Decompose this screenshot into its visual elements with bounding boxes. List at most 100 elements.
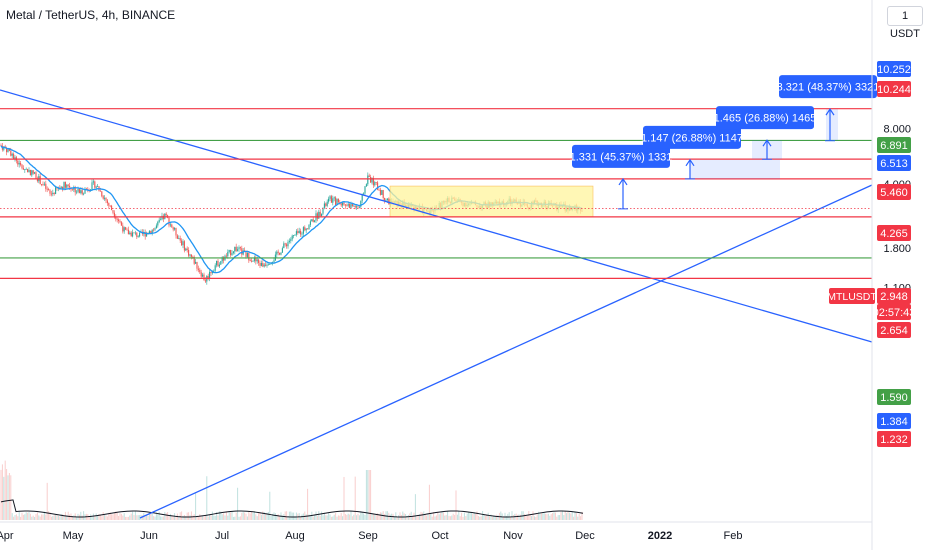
volume-bar: [491, 516, 493, 520]
volume-bar: [245, 513, 247, 520]
x-tick-label: 2022: [648, 530, 672, 542]
volume-bar: [133, 515, 135, 520]
candle-body: [183, 241, 185, 251]
volume-bar: [526, 515, 528, 520]
volume-bar: [49, 512, 51, 520]
volume-bar: [273, 512, 275, 520]
currency-unit-button[interactable]: 1 USDT: [887, 6, 923, 40]
volume-bar: [335, 513, 337, 520]
ascending-trendline: [139, 184, 873, 519]
volume-bar: [451, 515, 453, 520]
volume-bar: [220, 511, 222, 520]
volume-bar: [10, 475, 12, 520]
candle-body: [329, 196, 331, 199]
measurements-layer: 1.331 (45.37%) 1331 1.147 (26.88%) 1147 1.…: [570, 75, 879, 210]
volume-bar: [421, 512, 423, 520]
volume-bar: [434, 516, 436, 520]
volume-bar: [531, 516, 533, 520]
candle-body: [31, 170, 33, 176]
volume-bar: [150, 513, 152, 520]
volume-bar: [91, 516, 93, 520]
price-label-text: 5.460: [880, 187, 908, 199]
volume-bar: [318, 511, 320, 520]
volume-bar: [48, 511, 50, 520]
price-labels: 10.252 10.244 6.891 6.513 5.460 4.265 2.948 02:…: [827, 61, 915, 447]
volume-bar: [165, 512, 167, 520]
price-label-box: [877, 431, 911, 447]
volume-bar: [137, 515, 139, 520]
volume-bar: [354, 476, 356, 520]
candle-body: [263, 264, 265, 267]
candle-body: [213, 270, 215, 272]
volume-bar: [309, 516, 311, 520]
price-label-box: [877, 61, 911, 77]
candle-body: [81, 190, 83, 195]
candle-body: [367, 175, 369, 185]
candle-body: [165, 213, 167, 216]
volume-bar: [475, 513, 477, 520]
volume-bar: [552, 513, 554, 520]
volume-bar: [276, 515, 278, 520]
volume-bar: [365, 470, 367, 520]
symbol-label-box: [829, 288, 875, 304]
price-label-box: [877, 288, 911, 304]
volume-bar: [192, 515, 194, 520]
volume-bar: [169, 513, 171, 520]
candle-body: [286, 244, 288, 247]
candle-body: [361, 193, 363, 201]
volume-bar: [211, 511, 213, 520]
candle-body: [374, 182, 376, 186]
volume-bar: [130, 513, 132, 520]
candle-body: [119, 221, 121, 223]
candle-body: [307, 228, 309, 230]
volume-bar: [384, 514, 386, 520]
volume-bar: [462, 516, 464, 520]
measure-shaded-area: [690, 159, 780, 179]
candle-body: [228, 249, 230, 252]
candle-body: [3, 146, 5, 150]
volume-bar: [444, 515, 446, 520]
candle-body: [295, 231, 297, 235]
volume-bar: [8, 472, 10, 520]
volume-bar: [407, 514, 409, 520]
volume-bar: [59, 516, 61, 520]
volume-bar: [424, 514, 426, 520]
volume-bar: [38, 515, 40, 520]
volume-bar: [221, 514, 223, 520]
volume-bar: [69, 514, 71, 520]
price-label-text: 10.252: [877, 64, 911, 76]
candle-body: [378, 189, 380, 191]
volume-bar: [360, 511, 362, 520]
volume-bar: [234, 516, 236, 520]
volume-bar: [479, 516, 481, 520]
volume-bar: [202, 515, 204, 520]
volume-bar: [81, 515, 83, 520]
volume-bar: [454, 514, 456, 520]
volume-bar: [497, 515, 499, 520]
volume-bar: [7, 475, 9, 520]
candle-body: [234, 246, 236, 252]
volume-bar: [237, 487, 239, 520]
volume-bar: [452, 513, 454, 520]
volume-bar: [508, 512, 510, 520]
y-tick-label: 8.000: [883, 124, 911, 136]
candle-body: [216, 260, 218, 266]
volume-bar: [230, 512, 232, 520]
candle-body: [199, 269, 201, 273]
chart-title: Metal / TetherUS, 4h, BINANCE: [6, 8, 176, 22]
candle-body: [302, 227, 304, 234]
volume-bar: [370, 470, 372, 520]
candle-body: [195, 261, 197, 264]
candle-body: [153, 229, 155, 231]
volume-bar: [486, 514, 488, 520]
candle-body: [318, 211, 320, 219]
volume-bar: [136, 515, 138, 520]
candle-body: [22, 168, 24, 170]
volume-bar: [545, 513, 547, 520]
volume-bar: [290, 511, 292, 520]
volume-bar: [73, 515, 75, 520]
candle-body: [288, 240, 290, 242]
volume-bar: [393, 516, 395, 520]
candle-body: [7, 148, 9, 153]
